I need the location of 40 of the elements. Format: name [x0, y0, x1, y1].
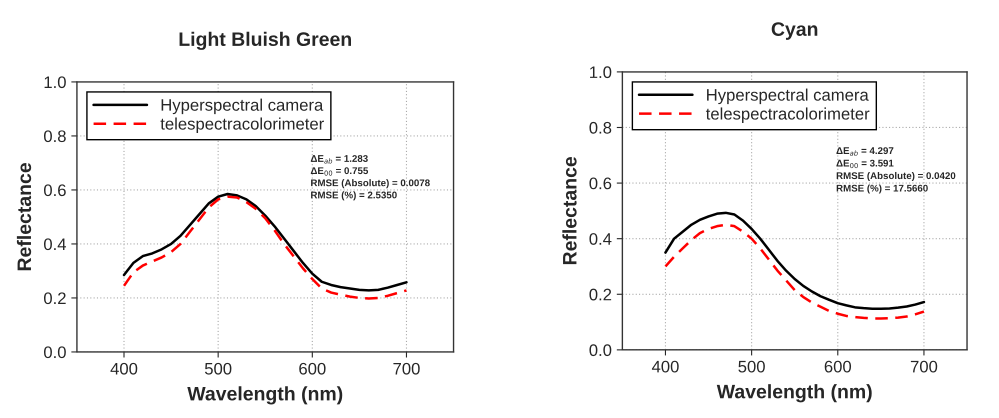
legend-label: Hyperspectral camera: [162, 98, 324, 114]
annotation: RMSE (Absolute) = 0.0420: [836, 172, 956, 182]
annotation: ΔE$_{ab}$ = 4.297: [836, 147, 894, 156]
annotation: RMSE (Absolute) = 0.0078: [311, 179, 430, 188]
y-tick-label: 0.4: [44, 238, 66, 250]
y-tick-label: 0.4: [589, 233, 612, 245]
y-tick-label: 0.6: [589, 177, 612, 190]
x-tick-label: 600: [299, 362, 326, 375]
x-tick-label: 500: [738, 360, 765, 373]
y-tick-label: 0.6: [44, 184, 66, 196]
y-tick-label: 0.8: [589, 122, 612, 134]
x-axis-title: Wavelength (nm): [187, 386, 342, 404]
x-tick-label: 700: [910, 360, 938, 373]
x-tick-label: 500: [204, 362, 232, 375]
line-series: [664, 212, 926, 310]
legend-label: telespectracolorimeter: [706, 107, 870, 123]
chart-title: Cyan: [772, 22, 818, 40]
line-series: [664, 224, 926, 320]
y-tick-label: 0.0: [589, 344, 612, 356]
x-tick-label: 600: [824, 360, 852, 373]
y-axis-title: Reflectance: [16, 163, 32, 270]
y-tick-label: 1.0: [44, 76, 66, 88]
legend-label: telespectracolorimeter: [160, 117, 324, 133]
annotation: ΔE$_{00}$ = 3.591: [836, 160, 894, 168]
x-tick-label: 400: [110, 362, 138, 375]
x-axis-title: Wavelength (nm): [716, 384, 872, 402]
legend-label: Hyperspectral camera: [707, 88, 869, 104]
y-axis-title: Reflectance: [562, 156, 577, 264]
y-tick-label: 0.8: [44, 130, 66, 142]
annotation: ΔE$_{ab}$ = 1.283: [310, 155, 368, 164]
y-tick-label: 0.0: [44, 346, 66, 358]
annotation: RMSE (%) = 17.5660: [836, 184, 928, 194]
x-tick-label: 400: [652, 360, 679, 373]
y-tick-label: 1.0: [590, 66, 612, 78]
annotation: RMSE (%) = 2.5350: [311, 191, 397, 200]
annotation: ΔE$_{00}$ = 0.755: [310, 167, 368, 176]
x-tick-label: 700: [393, 362, 420, 375]
chart-title: Light Bluish Green: [180, 32, 351, 50]
y-tick-label: 0.2: [589, 288, 612, 300]
y-tick-label: 0.2: [44, 292, 66, 304]
